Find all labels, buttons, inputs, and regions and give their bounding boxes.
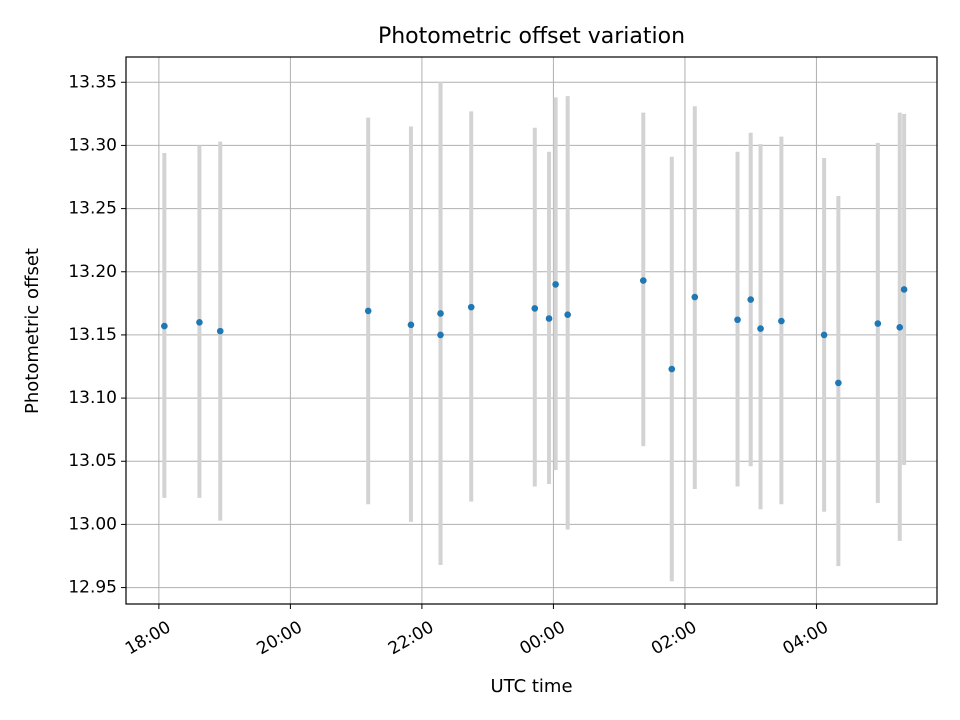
- data-point: [552, 281, 559, 288]
- y-tick-label: 13.20: [68, 262, 117, 282]
- data-point: [196, 318, 203, 326]
- data-point: [900, 286, 908, 293]
- y-tick-label: 13.15: [68, 325, 117, 345]
- chart-title: Photometric offset variation: [378, 24, 685, 49]
- data-point: [778, 317, 785, 325]
- y-tick-label: 13.35: [68, 72, 117, 92]
- data-point: [216, 327, 224, 335]
- data-point: [896, 324, 904, 331]
- data-point: [545, 315, 553, 322]
- data-point: [874, 320, 882, 327]
- data-point: [668, 365, 676, 373]
- grid: [126, 57, 937, 604]
- data-point: [437, 331, 444, 339]
- y-tick-label: 13.25: [68, 199, 117, 219]
- data-point: [747, 296, 754, 303]
- data-point: [531, 305, 539, 312]
- data-point: [161, 322, 168, 330]
- y-axis-label: Photometric offset: [22, 248, 43, 414]
- y-tick-label: 13.30: [68, 135, 117, 155]
- y-tick-label: 13.10: [68, 388, 117, 408]
- y-tick-label: 12.95: [68, 578, 117, 598]
- data-point: [364, 307, 372, 315]
- y-axis-ticks: 12.95 13.00 13.05 13.10 13.15 13.20 13.25 13.30…: [68, 72, 126, 598]
- data-point: [820, 331, 828, 339]
- data-point: [691, 293, 699, 301]
- data-point: [564, 311, 571, 319]
- plot-frame: [125, 56, 938, 605]
- plot-area: [126, 57, 937, 604]
- data-point: [835, 379, 842, 387]
- data-points: [161, 277, 908, 387]
- data-point: [407, 321, 415, 329]
- data-point: [757, 325, 764, 332]
- data-point: [467, 303, 475, 311]
- y-tick-label: 13.00: [68, 514, 117, 534]
- y-tick-label: 13.05: [68, 451, 117, 471]
- data-point: [437, 310, 444, 317]
- x-axis-label: UTC time: [490, 676, 572, 697]
- data-point: [639, 277, 647, 284]
- data-point: [734, 316, 741, 324]
